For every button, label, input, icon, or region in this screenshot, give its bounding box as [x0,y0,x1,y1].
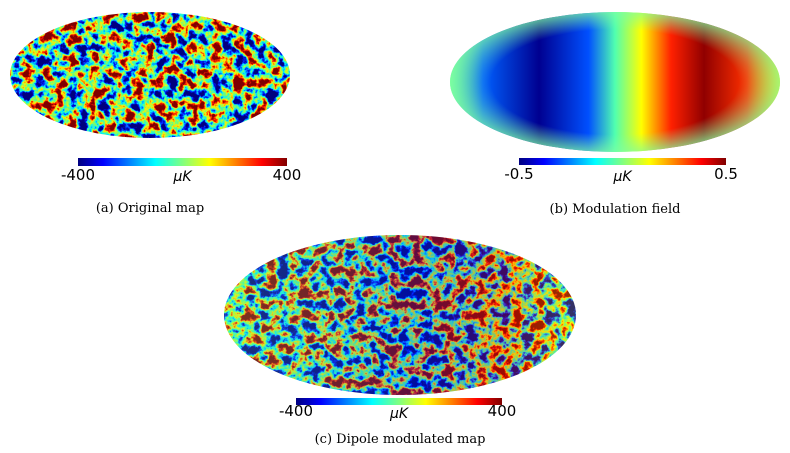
colorbar-max: 0.5 [714,165,738,183]
caption: (b) Modulation field [550,202,681,217]
map-rim [450,12,780,152]
caption: (a) Original map [96,201,204,216]
colorbar-max: 400 [273,166,302,184]
colorbar-unit: μK [389,406,410,422]
map-dipole-modulated [224,235,576,395]
caption: (c) Dipole modulated map [315,432,486,447]
colorbar [78,158,287,166]
colorbar-unit: μK [612,169,633,185]
colorbar [519,158,726,165]
colorbar-min: -0.5 [504,165,533,183]
colorbar-min: -400 [279,402,313,420]
colorbar [296,398,502,405]
colorbar-unit: μK [172,169,193,185]
colorbar-min: -400 [61,166,95,184]
map-original [10,12,290,138]
colorbar-max: 400 [488,402,517,420]
